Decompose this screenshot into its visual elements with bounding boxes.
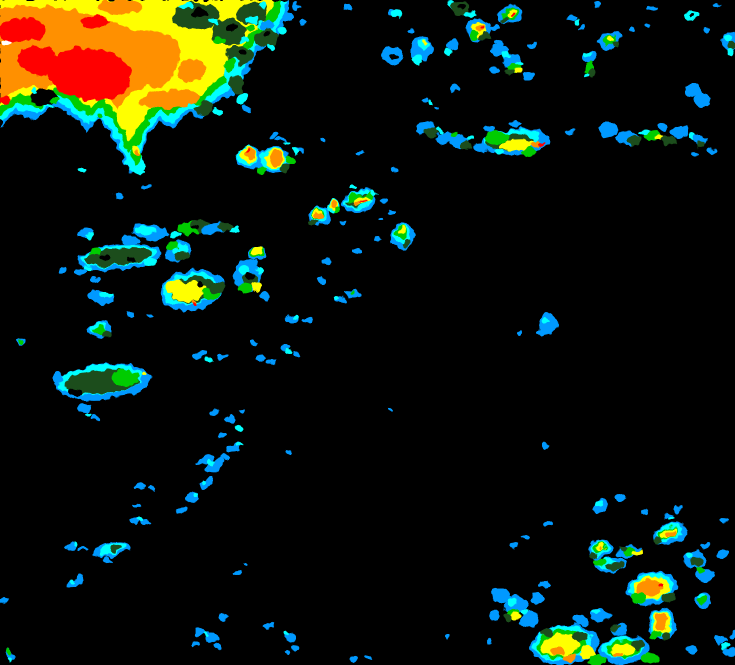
radar-echo-layer	[0, 0, 735, 665]
radar-image	[0, 0, 735, 665]
radar-blobs-svg	[0, 0, 735, 665]
